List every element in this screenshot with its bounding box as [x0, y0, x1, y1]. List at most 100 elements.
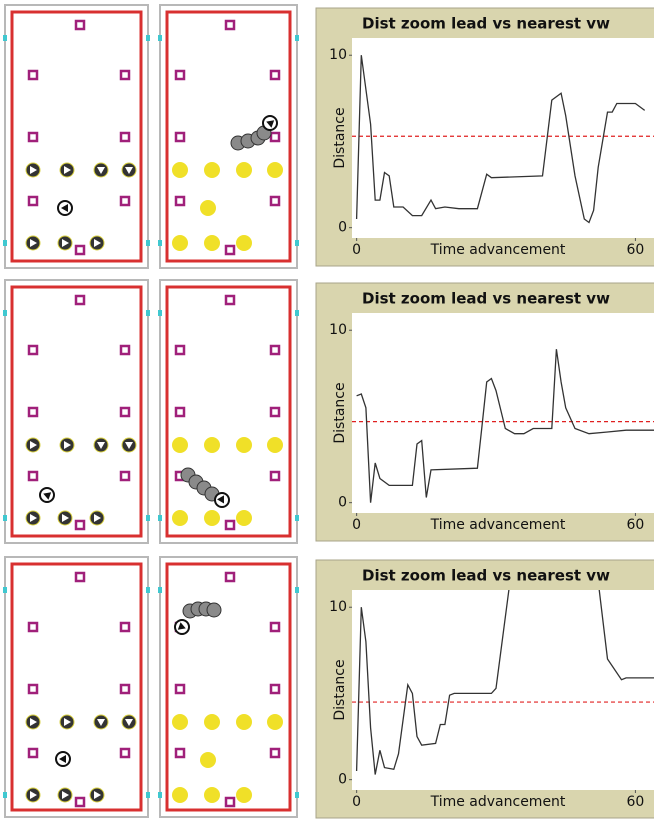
slot — [204, 235, 220, 251]
plot-area — [352, 313, 654, 513]
slot — [172, 714, 188, 730]
patch-marker — [29, 749, 37, 757]
edge-mark — [295, 240, 299, 246]
patch-marker — [226, 521, 234, 529]
y-tick-label: 10 — [329, 322, 347, 338]
patch-marker — [76, 521, 84, 529]
patch-marker — [76, 798, 84, 806]
slot — [172, 787, 188, 803]
patch-marker — [121, 749, 129, 757]
edge-mark — [3, 587, 7, 593]
patch-marker — [29, 71, 37, 79]
slot — [204, 714, 220, 730]
slot — [267, 162, 283, 178]
patch-marker — [29, 472, 37, 480]
slot — [204, 510, 220, 526]
edge-mark — [3, 35, 7, 41]
patch-marker — [121, 623, 129, 631]
slot — [204, 787, 220, 803]
edge-mark — [158, 240, 162, 246]
patch-marker — [76, 573, 84, 581]
edge-mark — [295, 792, 299, 798]
patch-marker — [226, 21, 234, 29]
world-view — [3, 280, 150, 543]
slot — [236, 714, 252, 730]
patch-marker — [271, 685, 279, 693]
x-tick-label: 60 — [627, 242, 645, 258]
patch-marker — [226, 296, 234, 304]
edge-mark — [295, 515, 299, 521]
x-tick-label: 0 — [352, 794, 361, 810]
slot — [204, 437, 220, 453]
edge-mark — [158, 792, 162, 798]
slot — [172, 437, 188, 453]
x-tick-label: 60 — [627, 517, 645, 533]
edge-mark — [146, 587, 150, 593]
patch-marker — [176, 71, 184, 79]
patch-marker — [121, 71, 129, 79]
edge-mark — [146, 240, 150, 246]
x-tick-label: 0 — [352, 242, 361, 258]
edge-mark — [3, 310, 7, 316]
plot-title: Dist zoom lead vs nearest vw — [362, 15, 610, 33]
patch-marker — [226, 798, 234, 806]
patch-marker — [271, 623, 279, 631]
x-tick-label: 60 — [627, 794, 645, 810]
edge-mark — [146, 310, 150, 316]
patch-marker — [76, 296, 84, 304]
patch-marker — [176, 346, 184, 354]
y-tick-label: 10 — [329, 599, 347, 615]
slot — [236, 510, 252, 526]
patch-marker — [271, 133, 279, 141]
patch-marker — [29, 685, 37, 693]
patch-marker — [76, 21, 84, 29]
patch-marker — [121, 197, 129, 205]
slot — [267, 714, 283, 730]
patch-marker — [121, 346, 129, 354]
patch-marker — [29, 133, 37, 141]
patch-marker — [176, 408, 184, 416]
patch-marker — [226, 246, 234, 254]
slot — [200, 752, 216, 768]
patch-marker — [176, 133, 184, 141]
world-view — [3, 557, 150, 817]
y-axis-label: Distance — [332, 107, 348, 168]
patch-marker — [29, 346, 37, 354]
edge-mark — [158, 515, 162, 521]
y-axis-label: Distance — [332, 659, 348, 720]
slot — [236, 437, 252, 453]
edge-mark — [3, 792, 7, 798]
world-view — [158, 557, 299, 817]
plot-title: Dist zoom lead vs nearest vw — [362, 567, 610, 585]
patch-marker — [271, 346, 279, 354]
y-tick-label: 0 — [338, 772, 347, 788]
slot — [172, 510, 188, 526]
slot — [204, 162, 220, 178]
slot — [172, 162, 188, 178]
edge-mark — [158, 35, 162, 41]
page: {"chart_data": [ {"type": "line", "title… — [0, 0, 654, 820]
slot — [236, 787, 252, 803]
y-tick-label: 0 — [338, 220, 347, 236]
patch-marker — [271, 749, 279, 757]
world-view — [158, 280, 299, 543]
patch-marker — [29, 623, 37, 631]
edge-mark — [158, 587, 162, 593]
patch-marker — [121, 685, 129, 693]
y-tick-label: 0 — [338, 495, 347, 511]
edge-mark — [3, 240, 7, 246]
slot — [200, 200, 216, 216]
patch-marker — [121, 408, 129, 416]
edge-mark — [158, 310, 162, 316]
x-axis-label: Time advancement — [430, 517, 566, 533]
patch-marker — [121, 472, 129, 480]
screen: Dist zoom lead vs nearest vw 0 10 0 60 Time a… — [0, 0, 654, 820]
y-tick-label: 10 — [329, 47, 347, 63]
world-view — [3, 5, 150, 268]
patch-marker — [29, 408, 37, 416]
plot-area — [352, 590, 654, 790]
patch-marker — [76, 246, 84, 254]
